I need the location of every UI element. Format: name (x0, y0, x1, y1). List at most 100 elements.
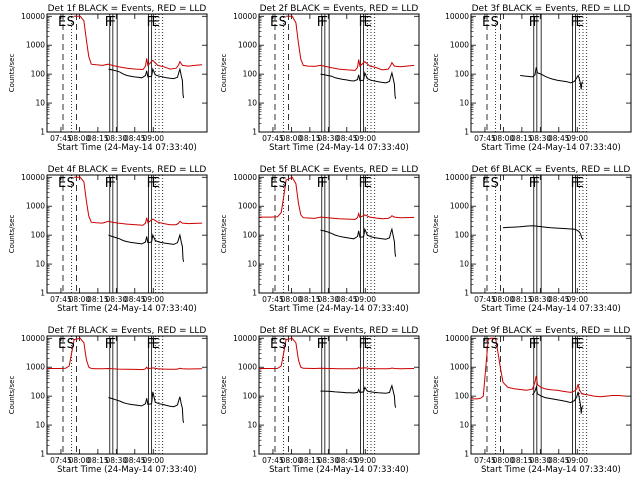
panel-3f-xlabel: Start Time (24-May-14 07:33:40) (481, 143, 621, 153)
panel-8f: Det 8f BLACK = Events, RED = LLD 1 10 100 10… (220, 326, 420, 475)
panel-1f-plot-area: E S FF FE (58, 14, 203, 132)
panel-9f-xtick-label: 08:30 (530, 456, 552, 465)
panel-9f-xtick-label: 09:00 (566, 456, 588, 465)
panel-2f: Det 2f BLACK = Events, RED = LLD 1 10 100 10… (220, 4, 420, 153)
panel-9f-title: Det 9f BLACK = Events, RED = LLD (472, 326, 631, 336)
panel-3f-series-events (520, 67, 584, 90)
panel-1f-xtick-label: 07:45 (50, 134, 72, 143)
panel-5f-marker-2: F (317, 176, 324, 191)
panel-7f-marker-5: E (152, 337, 160, 352)
panel-8f-marker-0: E (270, 337, 278, 352)
panel-4f-series-lld (74, 176, 203, 226)
panel-7f-xlabel: Start Time (24-May-14 07:33:40) (57, 465, 197, 475)
panel-5f-ytick-label: 1 (252, 289, 257, 298)
panel-9f: Det 9f BLACK = Events, RED = LLD 1 10 100 10… (432, 326, 632, 475)
panel-7f-xtick-label: 09:00 (142, 456, 164, 465)
panel-2f-ytick-label: 1000 (238, 41, 257, 50)
panel-1f-xlabel: Start Time (24-May-14 07:33:40) (57, 143, 197, 153)
panel-3f-xtick-label: 08:15 (511, 134, 533, 143)
panel-5f-series-events (320, 227, 397, 257)
panel-6f-ytick-label: 1000 (450, 202, 469, 211)
panel-4f-marker-5: E (152, 176, 160, 191)
panel-7f-series-events (108, 391, 185, 423)
panel-8f-xtick-label: 08:15 (299, 456, 321, 465)
panel-7f-series-lld (47, 337, 203, 371)
panel-6f-series-events (502, 225, 584, 240)
panel-7f-ytick-label: 10000 (21, 334, 45, 343)
panel-1f-xtick-label: 08:45 (124, 134, 146, 143)
panel-8f-ytick-label: 10000 (233, 334, 257, 343)
panel-5f-plot-area: E S FF FE (259, 175, 415, 293)
panel-6f-ylabel: Counts/sec (432, 215, 440, 254)
panel-8f-xtick-label: 07:45 (262, 456, 284, 465)
panel-2f-plot-area: E S FF FE (270, 14, 415, 132)
panel-7f-title: Det 7f BLACK = Events, RED = LLD (48, 326, 207, 336)
panel-4f-series-events (108, 233, 185, 262)
panel-6f-frame (470, 174, 632, 294)
panel-3f-title: Det 3f BLACK = Events, RED = LLD (472, 4, 631, 14)
panel-5f-xtick-label: 08:00 (281, 295, 303, 304)
panel-4f-ytick-label: 100 (31, 231, 46, 240)
panel-1f-series-events (108, 67, 185, 99)
panel-9f-marker-0: E (482, 337, 490, 352)
panel-6f-marker-2: F (529, 176, 536, 191)
panel-3f-xtick-label: 08:30 (530, 134, 552, 143)
panel-8f-title: Det 8f BLACK = Events, RED = LLD (260, 326, 419, 336)
panel-9f-marker-4: F (571, 337, 578, 352)
panel-1f-ytick-label: 10000 (21, 12, 45, 21)
panel-1f-ytick-label: 1000 (26, 41, 45, 50)
panel-5f-xtick-label: 09:00 (354, 295, 376, 304)
panel-6f-plot-area: E S FF FE (482, 175, 588, 293)
panel-5f-series-lld (259, 176, 415, 220)
panel-2f-marker-3: F (320, 15, 327, 30)
panel-9f-plot-area: E S FF FE (471, 336, 627, 454)
panel-2f-xtick-label: 07:45 (262, 134, 284, 143)
panel-9f-ytick-label: 1 (464, 450, 469, 459)
panel-3f: Det 3f BLACK = Events, RED = LLD 1 10 100 10… (432, 4, 632, 153)
panel-5f-xtick-label: 08:15 (299, 295, 321, 304)
panel-8f-series-events (320, 384, 397, 408)
panel-4f-xtick-label: 07:45 (50, 295, 72, 304)
panel-4f-xtick-label: 08:15 (87, 295, 109, 304)
panel-3f-plot-area: E S FF FE (482, 14, 588, 132)
panel-1f-title: Det 1f BLACK = Events, RED = LLD (48, 4, 207, 14)
panel-5f-ylabel: Counts/sec (220, 215, 228, 254)
panel-2f-series-lld (286, 15, 415, 71)
panel-6f-ytick-label: 10000 (445, 173, 469, 182)
panel-2f-xtick-label: 08:15 (299, 134, 321, 143)
panel-8f-xtick-label: 08:45 (336, 456, 358, 465)
panel-6f: Det 6f BLACK = Events, RED = LLD 1 10 100 10… (432, 165, 632, 314)
panel-2f-marker-0: E (270, 15, 278, 30)
panel-6f-marker-3: F (532, 176, 539, 191)
panel-4f-marker-3: F (108, 176, 115, 191)
panel-5f-xtick-label: 08:45 (336, 295, 358, 304)
panel-1f-marker-5: E (152, 15, 160, 30)
panel-4f-ytick-label: 10 (35, 260, 45, 269)
panel-8f-ytick-label: 100 (243, 392, 258, 401)
panel-1f-frame (46, 13, 208, 133)
panel-8f-marker-3: F (320, 337, 327, 352)
panel-4f-ytick-label: 10000 (21, 173, 45, 182)
panel-3f-marker-3: F (532, 15, 539, 30)
panel-9f-ytick-label: 10000 (445, 334, 469, 343)
panel-8f-marker-5: E (364, 337, 372, 352)
panel-3f-marker-5: E (576, 15, 584, 30)
panel-3f-xtick-label: 08:45 (548, 134, 570, 143)
panel-2f-ytick-label: 1 (252, 128, 257, 137)
panel-4f-ytick-label: 1 (40, 289, 45, 298)
panel-7f-ylabel: Counts/sec (8, 376, 16, 415)
panel-4f-marker-2: F (105, 176, 112, 191)
panel-2f-xtick-label: 08:00 (281, 134, 303, 143)
panel-7f-ytick-label: 1000 (26, 363, 45, 372)
panel-6f-marker-5: E (576, 176, 584, 191)
panel-8f-ytick-label: 1000 (238, 363, 257, 372)
panel-5f-marker-4: F (359, 176, 366, 191)
panel-1f: Det 1f BLACK = Events, RED = LLD 1 10 100 10… (8, 4, 208, 153)
panel-3f-marker-0: E (482, 15, 490, 30)
panel-4f: Det 4f BLACK = Events, RED = LLD 1 10 100 10… (8, 165, 208, 314)
panel-3f-ytick-label: 100 (455, 70, 470, 79)
panel-7f-marker-3: F (108, 337, 115, 352)
panel-1f-xtick-label: 08:00 (69, 134, 91, 143)
panel-2f-frame (258, 13, 420, 133)
